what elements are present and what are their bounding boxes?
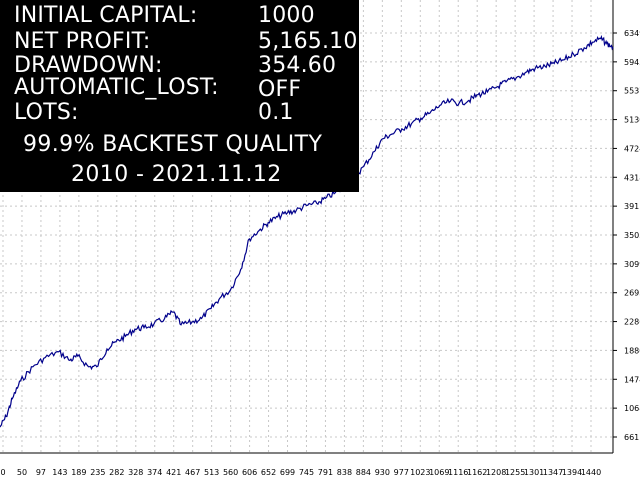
- stats-panel: INITIAL CAPITAL: 1000 NET PROFIT: 5,165.…: [0, 0, 359, 192]
- y-tick-label: 3505: [624, 231, 640, 240]
- x-tick-label: 884: [356, 468, 371, 477]
- x-tick-label: 930: [375, 468, 390, 477]
- x-tick-label: 652: [261, 468, 276, 477]
- y-tick-label: 661: [624, 433, 639, 442]
- net-profit-label: NET PROFIT:: [14, 29, 151, 54]
- automatic-lost-label: AUTOMATIC_LOST:: [14, 75, 219, 100]
- x-tick-label: 467: [185, 468, 200, 477]
- y-tick-label: 2286: [624, 318, 640, 327]
- x-tick-label: 560: [223, 468, 238, 477]
- x-tick-label: 97: [36, 468, 46, 477]
- x-tick-label: 513: [204, 468, 219, 477]
- x-tick-label: 421: [166, 468, 181, 477]
- x-tick-label: 0: [0, 468, 5, 477]
- y-tick-label: 1474: [624, 375, 640, 384]
- x-tick-label: 282: [109, 468, 124, 477]
- y-tick-label: 6349: [624, 29, 640, 38]
- x-tick-label: 1255: [505, 468, 525, 477]
- x-tick-label: 189: [71, 468, 86, 477]
- initial-capital-value: 1000: [258, 3, 315, 28]
- x-tick-label: 143: [52, 468, 67, 477]
- x-tick-label: 235: [90, 468, 105, 477]
- x-tick-label: 1301: [524, 468, 544, 477]
- drawdown-label: DRAWDOWN:: [14, 53, 163, 78]
- backtest-period-text: 2010 - 2021.11.12: [71, 162, 282, 187]
- lots-value: 0.1: [258, 100, 294, 125]
- drawdown-value: 354.60: [258, 53, 337, 78]
- initial-capital-label: INITIAL CAPITAL:: [14, 3, 198, 28]
- x-tick-label: 1116: [448, 468, 468, 477]
- x-tick-label: 1162: [467, 468, 487, 477]
- x-tick-label: 50: [17, 468, 27, 477]
- y-tick-label: 5537: [624, 87, 640, 96]
- y-tick-label: 5943: [624, 58, 640, 67]
- y-tick-label: 1068: [624, 404, 640, 413]
- backtest-quality-text: 99.9% BACKTEST QUALITY: [23, 132, 323, 157]
- x-tick-label: 977: [394, 468, 409, 477]
- y-tick-label: 1880: [624, 346, 640, 355]
- lots-label: LOTS:: [14, 100, 79, 125]
- x-tick-label: 374: [147, 468, 162, 477]
- x-tick-label: 328: [128, 468, 143, 477]
- y-tick-label: 3911: [624, 202, 640, 211]
- x-tick-label: 1023: [410, 468, 430, 477]
- equity-series-line: [0, 34, 614, 428]
- y-tick-label: 3099: [624, 260, 640, 269]
- y-tick-label: 2693: [624, 289, 640, 298]
- net-profit-value: 5,165.10: [258, 29, 358, 54]
- x-tick-label: 1394: [562, 468, 582, 477]
- x-tick-label: 1347: [543, 468, 563, 477]
- x-tick-label: 1208: [486, 468, 506, 477]
- x-tick-label: 699: [280, 468, 295, 477]
- x-tick-labels: 0 50 97 143 189 235 282 328 374 421 467 513 560 606 65…: [0, 468, 601, 477]
- x-tick-label: 791: [318, 468, 333, 477]
- x-tick-label: 1440: [581, 468, 601, 477]
- automatic-lost-value: OFF: [258, 77, 302, 102]
- x-tick-label: 838: [337, 468, 352, 477]
- x-tick-label: 745: [299, 468, 314, 477]
- x-tick-label: 1069: [429, 468, 449, 477]
- x-tick-label: 606: [242, 468, 257, 477]
